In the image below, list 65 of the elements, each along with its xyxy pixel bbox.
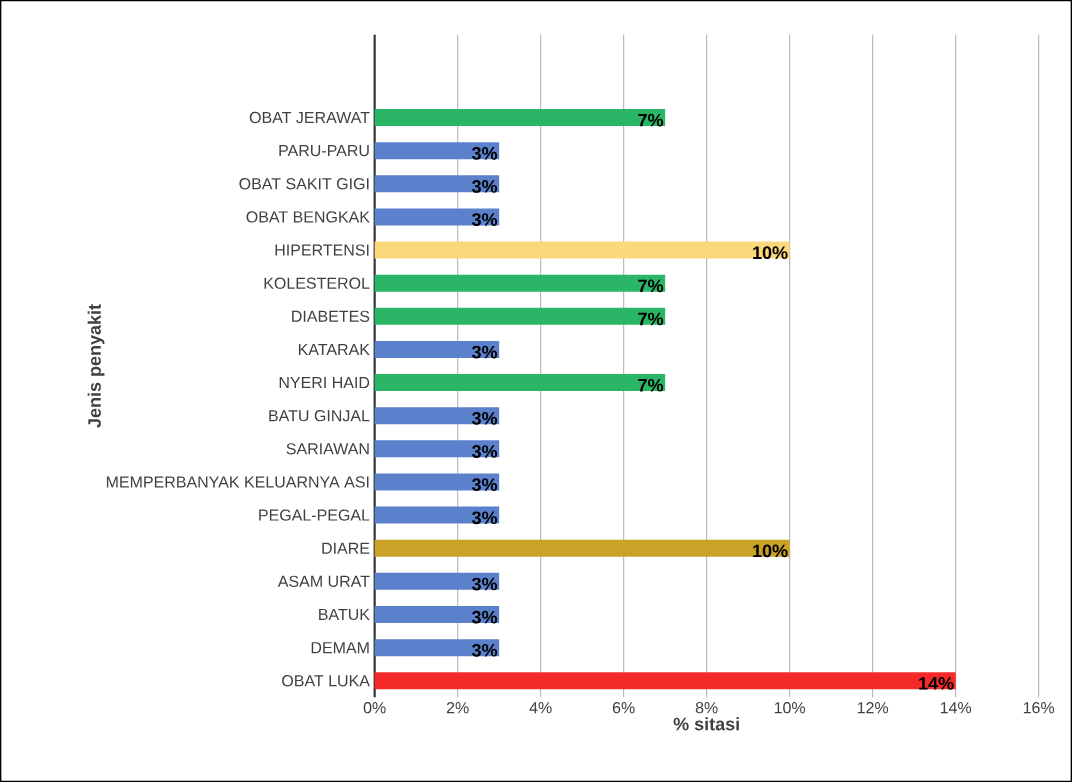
bar (374, 639, 500, 657)
bar (374, 506, 500, 524)
data-label: 14% (919, 677, 954, 690)
bar (374, 572, 500, 590)
data-label: 3% (471, 213, 498, 226)
y-tick-label: ASAM URAT (277, 575, 370, 588)
x-tick-label: 10% (774, 702, 806, 714)
bar (374, 208, 500, 226)
y-tick-label: SARIAWAN (286, 443, 369, 455)
y-tick-label: OBAT JERAWAT (249, 111, 370, 124)
y-tick-label: PARU-PARU (279, 145, 369, 157)
data-label: 3% (471, 643, 498, 657)
bar (374, 340, 500, 358)
bar (374, 440, 500, 458)
x-axis-title: % sitasi (673, 717, 739, 731)
data-label: 3% (471, 345, 498, 359)
y-tick-label: BATU GINJAL (269, 410, 370, 422)
data-label: 3% (471, 478, 498, 492)
y-tick-label: DIABETES (292, 310, 370, 322)
y-tick-label: PEGAL-PEGAL (259, 509, 370, 521)
x-tick-label: 0% (363, 702, 386, 714)
x-tick-label: 16% (1023, 702, 1055, 714)
bar (374, 407, 500, 425)
y-axis-title: Jenis penyakit (87, 304, 105, 428)
x-tick-label: 6% (612, 702, 635, 714)
y-tick-label: OBAT SAKIT GIGI (239, 178, 369, 190)
data-label: 10% (753, 246, 788, 260)
data-label: 3% (471, 511, 498, 525)
bar (374, 175, 500, 193)
data-label: 7% (638, 113, 664, 127)
data-label: 7% (638, 312, 664, 326)
bar (374, 274, 666, 292)
y-tick-label: OBAT BENGKAK (246, 211, 370, 223)
bar (374, 473, 500, 491)
y-tick-label: BATUK (319, 608, 370, 621)
x-tick-label: 14% (940, 702, 972, 714)
y-tick-label: OBAT LUKA (282, 675, 370, 687)
data-label: 7% (638, 279, 664, 293)
x-tick-label: 2% (446, 702, 469, 714)
data-label: 3% (471, 180, 498, 193)
bar (374, 109, 666, 126)
data-label: 10% (753, 544, 788, 558)
data-label: 3% (471, 577, 498, 591)
bar (374, 241, 790, 259)
x-tick-label: 12% (857, 702, 889, 714)
data-label: 3% (471, 445, 498, 458)
data-label: 3% (471, 610, 498, 624)
y-tick-label: HIPERTENSI (275, 244, 369, 256)
x-tick-label: 4% (529, 702, 552, 714)
data-label: 3% (471, 146, 498, 160)
bar (374, 672, 956, 690)
bar (374, 374, 666, 392)
bar (374, 539, 790, 557)
y-tick-label: DEMAM (311, 642, 369, 654)
y-tick-label: DIARE (322, 542, 370, 554)
x-tick-label: 8% (695, 702, 718, 714)
bar (374, 142, 500, 160)
y-tick-label: KOLESTEROL (264, 277, 370, 289)
bar (374, 606, 500, 623)
data-label: 3% (471, 411, 498, 425)
y-tick-label: NYERI HAID (279, 377, 370, 389)
y-tick-label: MEMPERBANYAK KELUARNYA ASI (106, 476, 369, 488)
bar (374, 307, 666, 325)
data-label: 7% (638, 378, 664, 392)
y-tick-label: KATARAK (298, 343, 370, 355)
